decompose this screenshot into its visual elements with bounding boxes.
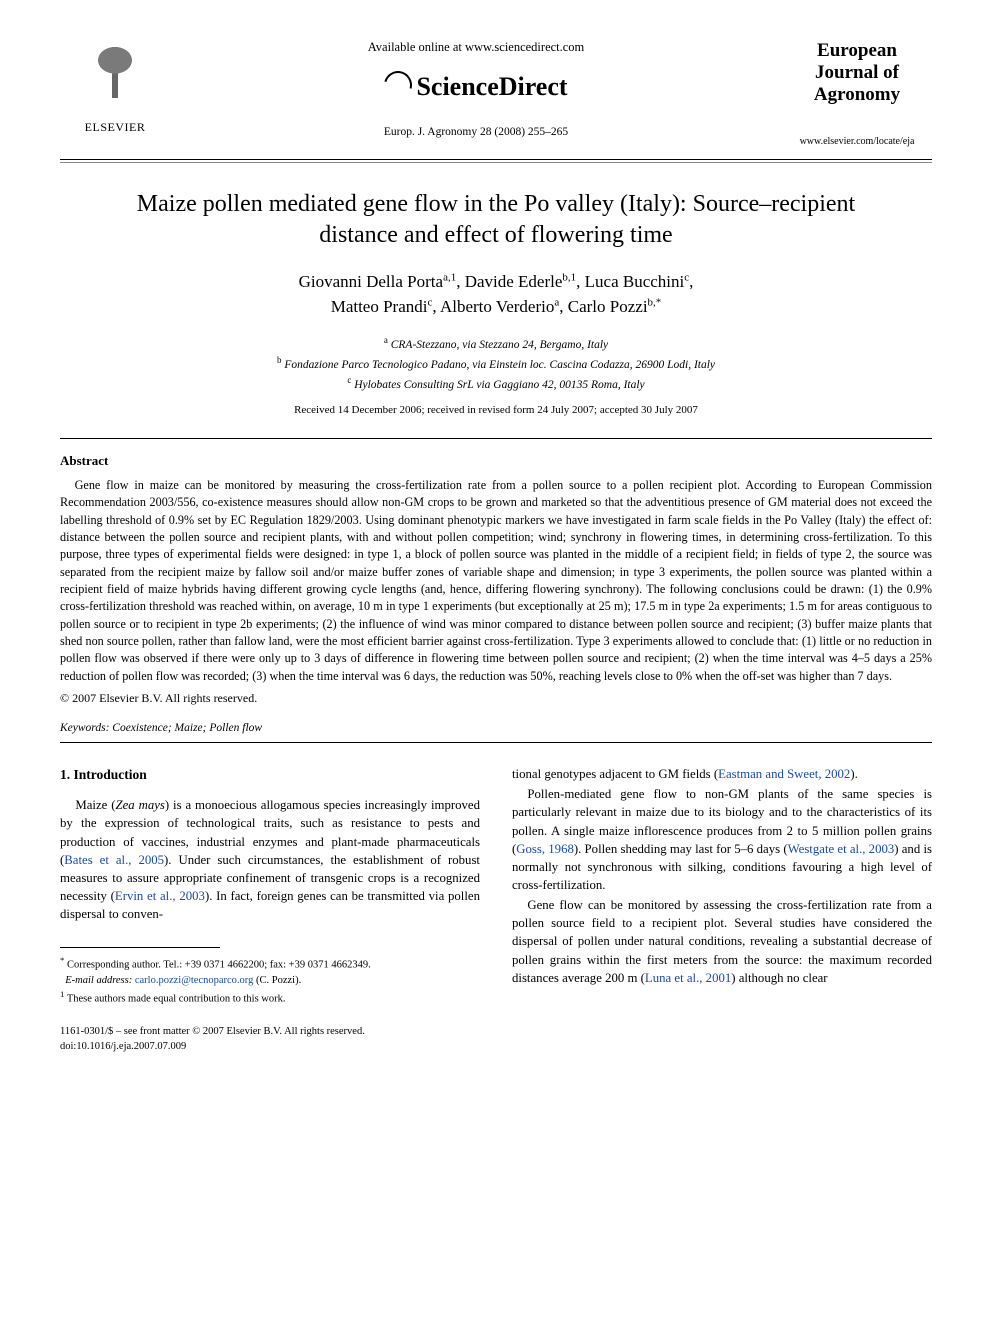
- footnotes: * Corresponding author. Tel.: +39 0371 4…: [60, 954, 480, 1007]
- ref-link[interactable]: Westgate et al., 2003: [788, 842, 895, 856]
- available-online-text: Available online at www.sciencedirect.co…: [190, 40, 762, 55]
- footnote-rule: [60, 947, 220, 948]
- header-center: Available online at www.sciencedirect.co…: [170, 40, 782, 138]
- doi-line: doi:10.1016/j.eja.2007.07.009: [60, 1040, 480, 1055]
- issn-line: 1161-0301/$ – see front matter © 2007 El…: [60, 1025, 480, 1040]
- journal-title-block: European Journal of Agronomy www.elsevie…: [782, 40, 932, 147]
- keywords-label: Keywords:: [60, 722, 109, 734]
- intro-para-1-cont: tional genotypes adjacent to GM fields (…: [512, 765, 932, 783]
- keywords-value: Coexistence; Maize; Pollen flow: [112, 722, 262, 734]
- email-link[interactable]: carlo.pozzi@tecnoparco.org: [135, 975, 254, 986]
- ref-link[interactable]: Ervin et al., 2003: [115, 889, 205, 903]
- keywords-bottom-rule: [60, 742, 932, 743]
- header-rule: [60, 159, 932, 160]
- intro-para-3: Gene flow can be monitored by assessing …: [512, 896, 932, 987]
- abstract-top-rule: [60, 438, 932, 439]
- sciencedirect-swirl-icon: [379, 66, 417, 104]
- journal-header: ELSEVIER Available online at www.science…: [60, 40, 932, 147]
- sciencedirect-wordmark: ScienceDirect: [416, 72, 567, 102]
- left-column: 1. Introduction Maize (Zea mays) is a mo…: [60, 765, 480, 1055]
- author: Matteo Prandic: [331, 297, 433, 316]
- publisher-name: ELSEVIER: [60, 120, 170, 135]
- author: Giovanni Della Portaa,1: [299, 272, 457, 291]
- right-column: tional genotypes adjacent to GM fields (…: [512, 765, 932, 1055]
- author: Carlo Pozzib,*: [568, 297, 662, 316]
- body-columns: 1. Introduction Maize (Zea mays) is a mo…: [60, 765, 932, 1055]
- abstract-heading: Abstract: [60, 453, 932, 469]
- footnote-equal-contrib: 1 These authors made equal contribution …: [60, 988, 480, 1007]
- affiliation-a: a CRA-Stezzano, via Stezzano 24, Bergamo…: [60, 334, 932, 354]
- section-heading-introduction: 1. Introduction: [60, 765, 480, 784]
- author: Alberto Verderioa: [440, 297, 559, 316]
- article-dates: Received 14 December 2006; received in r…: [60, 404, 932, 416]
- affiliations: a CRA-Stezzano, via Stezzano 24, Bergamo…: [60, 334, 932, 394]
- abstract-body: Gene flow in maize can be monitored by m…: [60, 477, 932, 685]
- ref-link[interactable]: Goss, 1968: [516, 842, 574, 856]
- footnote-corresponding: * Corresponding author. Tel.: +39 0371 4…: [60, 954, 480, 973]
- issn-doi-block: 1161-0301/$ – see front matter © 2007 El…: [60, 1025, 480, 1054]
- affiliation-b: b Fondazione Parco Tecnologico Padano, v…: [60, 354, 932, 374]
- intro-para-1: Maize (Zea mays) is a monoecious allogam…: [60, 796, 480, 923]
- citation-line: Europ. J. Agronomy 28 (2008) 255–265: [190, 126, 762, 138]
- ref-link[interactable]: Luna et al., 2001: [645, 971, 731, 985]
- keywords-line: Keywords: Coexistence; Maize; Pollen flo…: [60, 722, 932, 734]
- abstract-copyright: © 2007 Elsevier B.V. All rights reserved…: [60, 691, 932, 706]
- author: Davide Ederleb,1: [465, 272, 576, 291]
- ref-link[interactable]: Bates et al., 2005: [64, 853, 164, 867]
- intro-para-2: Pollen-mediated gene flow to non-GM plan…: [512, 785, 932, 894]
- author: Luca Bucchinic: [585, 272, 690, 291]
- sciencedirect-logo: ScienceDirect: [384, 67, 567, 102]
- header-rule-thin: [60, 162, 932, 163]
- journal-name: European Journal of Agronomy: [782, 40, 932, 106]
- ref-link[interactable]: Eastman and Sweet, 2002: [718, 767, 850, 781]
- publisher-logo-block: ELSEVIER: [60, 40, 170, 135]
- article-title: Maize pollen mediated gene flow in the P…: [100, 189, 892, 251]
- affiliation-c: c Hylobates Consulting SrL via Gaggiano …: [60, 374, 932, 394]
- journal-url[interactable]: www.elsevier.com/locate/eja: [782, 136, 932, 147]
- author-list: Giovanni Della Portaa,1, Davide Ederleb,…: [60, 269, 932, 320]
- footnote-email: E-mail address: carlo.pozzi@tecnoparco.o…: [60, 974, 480, 989]
- elsevier-tree-icon: [80, 40, 150, 118]
